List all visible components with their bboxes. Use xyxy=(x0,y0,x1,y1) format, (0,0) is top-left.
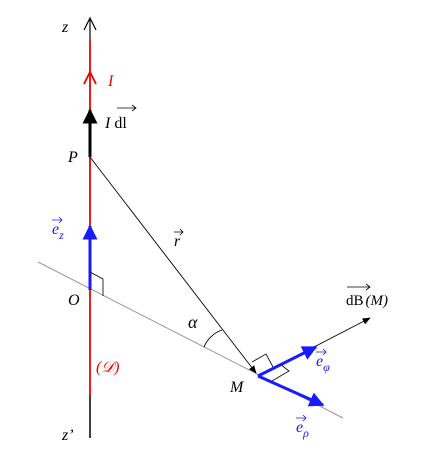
label-r: r xyxy=(174,233,181,250)
element-I: I xyxy=(104,115,111,132)
vec-dl xyxy=(117,104,137,112)
field-base: dB xyxy=(346,293,364,309)
ez-base: e xyxy=(52,221,59,238)
erho-base: e xyxy=(296,419,303,436)
erho-sub: ρ xyxy=(302,426,309,440)
label-O: O xyxy=(68,292,80,309)
erho-vector xyxy=(257,374,325,407)
label-ephi: eφ xyxy=(316,353,330,374)
label-z: z xyxy=(61,19,69,36)
label-current: I xyxy=(107,73,114,90)
vec-erho xyxy=(296,414,307,422)
vec-r xyxy=(174,228,184,236)
label-alpha: α xyxy=(188,312,198,332)
vec-dB xyxy=(347,283,371,291)
label-M: M xyxy=(229,379,245,396)
right-angle-M xyxy=(251,353,274,368)
ez-sub: z xyxy=(58,228,64,242)
element-dl: dl xyxy=(114,115,127,132)
axis-arrow xyxy=(83,16,97,31)
ephi-base: e xyxy=(316,353,323,370)
current-arrow xyxy=(83,69,97,85)
right-angle-M2 xyxy=(271,363,290,382)
label-ez: ez xyxy=(52,221,64,242)
label-line: (𝒟) xyxy=(96,359,119,376)
label-z-prime: z’ xyxy=(61,427,74,444)
label-field: dB (M) xyxy=(346,293,388,309)
label-erho: eρ xyxy=(296,419,309,440)
field-arg: (M) xyxy=(366,293,389,309)
right-angle-O xyxy=(89,271,104,296)
vec-ez xyxy=(52,216,63,224)
ephi-sub: φ xyxy=(323,360,330,374)
vec-ephi xyxy=(316,348,327,356)
ephi-vector xyxy=(257,345,318,378)
label-P: P xyxy=(67,149,78,166)
angle-arc xyxy=(203,329,223,348)
r-vector xyxy=(89,156,257,374)
